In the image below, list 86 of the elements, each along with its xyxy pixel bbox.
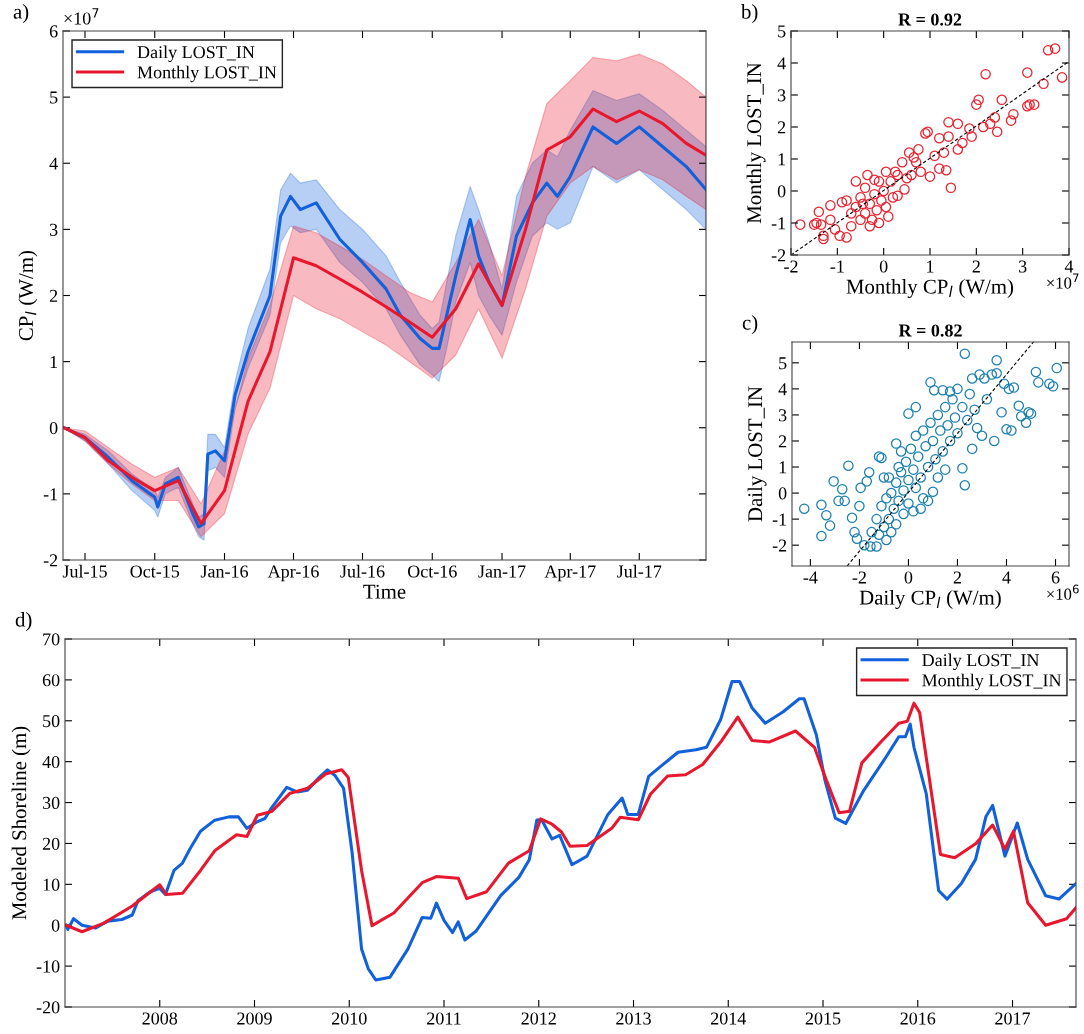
y-tick-label: 3	[777, 89, 786, 102]
x-tick-label: 2	[972, 260, 980, 273]
x-tick-label: Apr-16	[267, 565, 319, 582]
y-tick-label: 2	[777, 121, 786, 134]
x-tick-label: 2016	[900, 1012, 936, 1025]
text: ×10$^{7}$	[1047, 273, 1079, 289]
x-tick-label: 4	[1064, 260, 1074, 273]
x-tick-label: 3	[1019, 260, 1027, 273]
legend-label: Monthly LOST_IN	[922, 673, 1062, 691]
y-tick-label: 5	[778, 25, 786, 38]
y-tick-label: 50	[43, 715, 60, 728]
y-tick-label: 0	[777, 185, 786, 198]
x-tick-label: 2015	[805, 1012, 841, 1025]
y-tick-label: -1	[43, 488, 58, 501]
y-tick-label: 3	[49, 223, 58, 236]
y-tick-label: 5	[50, 91, 58, 104]
y-tick-label: -2	[772, 539, 787, 552]
legend-label: Daily LOST_IN	[137, 45, 255, 62]
text: ×10$^{7}$	[64, 8, 99, 25]
x-tick-label: 0	[904, 571, 913, 584]
y-axis-title: Daily LOST_IN	[747, 386, 767, 522]
x-tick-label: 2017	[995, 1012, 1031, 1025]
y-tick-label: 40	[42, 755, 60, 769]
y-tick-label: 6	[49, 25, 58, 38]
y-tick-label: 0	[51, 919, 60, 932]
text: a)	[13, 4, 29, 23]
y-tick-label: 0	[49, 422, 58, 435]
y-tick-label: 1	[778, 153, 786, 166]
chart-title: R = 0.92	[898, 13, 962, 26]
x-tick-label: -1	[830, 260, 844, 273]
y-tick-label: -1	[772, 513, 787, 526]
x-tick-label: 4	[1002, 571, 1011, 584]
legend-label: Monthly LOST_IN	[137, 65, 277, 83]
y-tick-label: 2	[778, 435, 787, 448]
x-tick-label: -2	[852, 571, 866, 584]
y-axis-title: Modeled Shoreline (m)	[11, 726, 31, 920]
y-tick-label: 4	[778, 383, 787, 396]
y-tick-label: -10	[36, 960, 60, 973]
x-axis-title: Monthly CP$_{l}$ (W/m)	[846, 279, 1014, 298]
x-axis-title: Time	[363, 584, 406, 599]
text: d)	[15, 612, 32, 631]
x-tick-label: Jan-16	[200, 565, 249, 578]
x-tick-label: 2009	[237, 1012, 272, 1025]
text: ×10$^{6}$	[1047, 584, 1079, 600]
chart-title: R = 0.82	[898, 324, 962, 337]
x-tick-label: Oct-16	[407, 565, 457, 578]
y-tick-label: 60	[42, 674, 60, 687]
y-tick-label: 30	[42, 796, 60, 809]
x-tick-label: 2	[953, 571, 961, 584]
y-tick-label: -20	[36, 1001, 60, 1014]
y-tick-label: 70	[43, 633, 60, 646]
x-tick-label: 1	[927, 260, 934, 273]
y-tick-label: 3	[778, 409, 787, 422]
y-tick-label: 2	[49, 289, 58, 302]
y-tick-label: 4	[777, 57, 786, 70]
x-tick-label: Jul-16	[340, 564, 385, 578]
y-tick-label: 20	[42, 837, 60, 850]
x-tick-label: 2008	[142, 1012, 178, 1025]
y-tick-label: 0	[778, 487, 787, 500]
x-tick-label: Jan-17	[478, 565, 526, 578]
y-tick-label: 5	[779, 357, 787, 370]
y-axis-title: CP$_{l}$ (W/m)	[18, 251, 38, 341]
y-tick-label: -1	[771, 217, 786, 230]
y-tick-label: 4	[49, 157, 58, 170]
x-tick-label: 2014	[711, 1012, 747, 1025]
x-tick-label: 2012	[521, 1012, 556, 1025]
y-tick-label: -2	[771, 249, 786, 262]
x-tick-label: Jul-17	[617, 564, 662, 578]
legend-label: Daily LOST_IN	[922, 653, 1040, 670]
x-tick-label: Jul-15	[62, 564, 107, 578]
x-tick-label: 6	[1051, 571, 1060, 584]
x-tick-label: Oct-15	[130, 565, 180, 578]
y-axis-title: Monthly LOST_IN	[746, 62, 766, 224]
x-tick-label: 2013	[616, 1012, 651, 1025]
x-tick-label: 2010	[331, 1012, 367, 1025]
x-tick-label: 2011	[427, 1012, 461, 1025]
y-tick-label: -2	[43, 554, 58, 567]
text: c)	[742, 315, 758, 334]
x-axis-title: Daily CP$_{l}$ (W/m)	[859, 590, 1001, 609]
y-tick-label: 1	[50, 355, 58, 368]
y-tick-label: 10	[43, 878, 60, 891]
x-tick-label: 0	[879, 260, 888, 273]
x-tick-label: Apr-17	[544, 565, 596, 582]
y-tick-label: 1	[779, 461, 787, 474]
x-tick-label: -4	[803, 571, 818, 584]
text: b)	[741, 4, 758, 23]
